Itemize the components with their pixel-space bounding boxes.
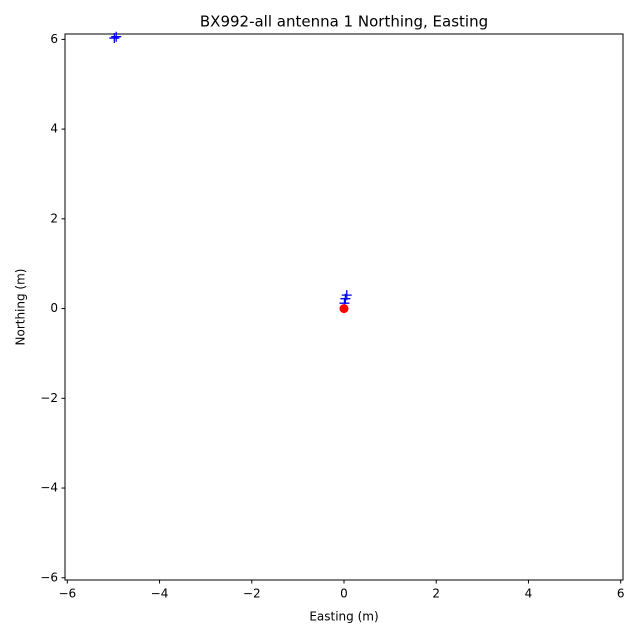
y-tick-label: −6 bbox=[40, 570, 58, 584]
x-axis-label: Easting (m) bbox=[309, 610, 378, 624]
x-tick-label: 6 bbox=[617, 587, 625, 601]
y-tick-label: 0 bbox=[50, 301, 58, 315]
point bbox=[109, 33, 120, 44]
point bbox=[111, 31, 122, 42]
point bbox=[339, 304, 349, 314]
x-tick-label: 4 bbox=[525, 587, 533, 601]
x-tick-label: 0 bbox=[340, 587, 348, 601]
x-tick-label: 2 bbox=[432, 587, 440, 601]
y-axis-label: Northing (m) bbox=[14, 269, 28, 346]
y-tick-label: −2 bbox=[40, 391, 58, 405]
x-tick-label: −2 bbox=[243, 587, 261, 601]
y-tick-label: 4 bbox=[50, 122, 58, 136]
y-tick-label: −4 bbox=[40, 481, 58, 495]
x-tick-label: −6 bbox=[58, 587, 76, 601]
y-tick-label: 6 bbox=[50, 32, 58, 46]
point bbox=[340, 293, 351, 304]
y-tick-label: 2 bbox=[50, 211, 58, 225]
chart-title: BX992-all antenna 1 Northing, Easting bbox=[200, 13, 488, 31]
x-tick-label: −4 bbox=[151, 587, 169, 601]
